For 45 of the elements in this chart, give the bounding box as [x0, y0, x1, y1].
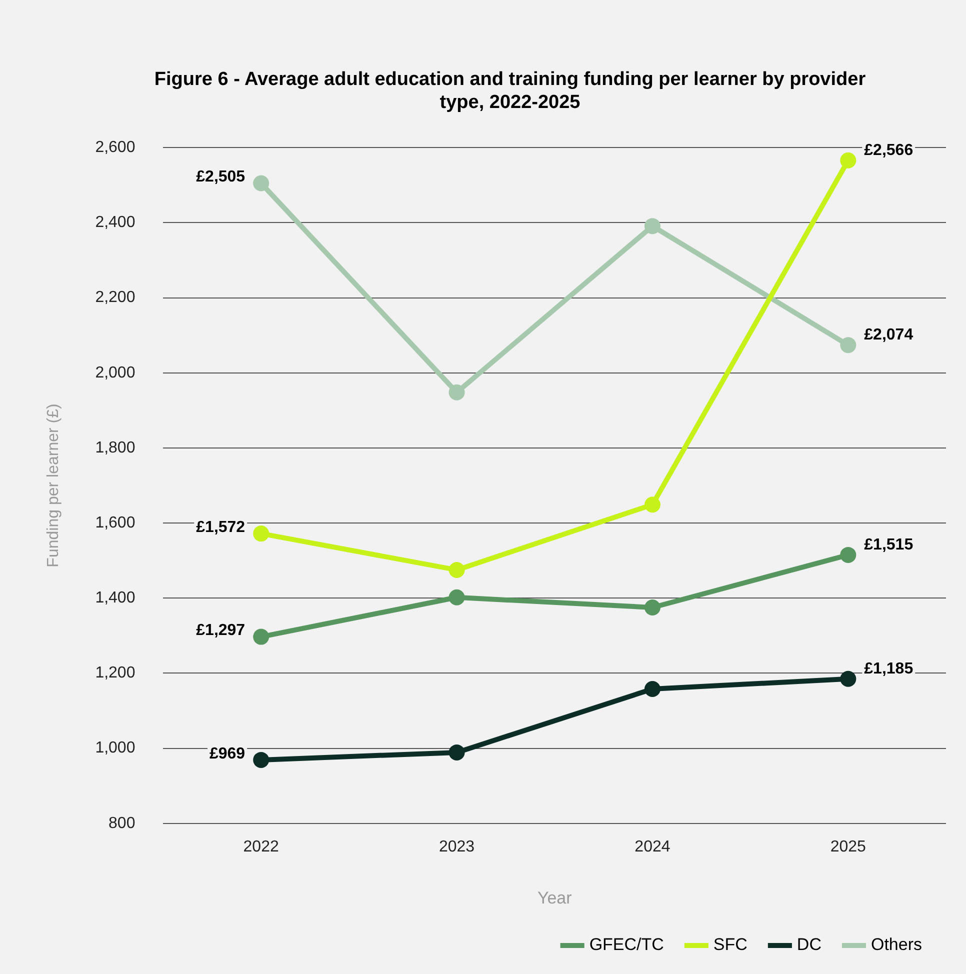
y-tick-label: 2,200 — [95, 289, 136, 306]
point — [253, 175, 270, 192]
data-label: £1,185 — [864, 660, 914, 678]
point — [840, 152, 856, 168]
x-axis-title: Year — [537, 888, 572, 908]
y-tick-label: 1,600 — [95, 514, 136, 532]
point — [253, 752, 270, 768]
y-tick-label: 800 — [108, 814, 136, 832]
x-tick-label: 2025 — [830, 838, 866, 856]
data-label: £2,505 — [196, 168, 246, 186]
y-tick-label: 2,400 — [95, 214, 136, 232]
data-label: £2,074 — [864, 326, 914, 344]
y-tick-label: 1,000 — [95, 740, 136, 757]
legend-label: DC — [796, 935, 822, 954]
point — [448, 589, 465, 606]
x-tick-label: 2023 — [438, 838, 475, 856]
point — [644, 496, 660, 513]
point — [448, 562, 465, 578]
point — [644, 680, 660, 697]
x-tick-label: 2022 — [243, 838, 279, 856]
data-label: £1,515 — [864, 536, 914, 554]
legend-label: GFEC/TC — [589, 935, 664, 954]
y-tick-label: 2,000 — [95, 364, 136, 382]
point — [644, 600, 660, 616]
y-tick-label: 2,600 — [95, 139, 136, 156]
data-label: £1,572 — [196, 518, 246, 536]
point — [840, 546, 856, 563]
point — [840, 337, 856, 354]
data-label: £2,566 — [864, 142, 914, 159]
point — [253, 628, 270, 645]
point — [644, 218, 660, 234]
data-label: £1,297 — [196, 622, 246, 640]
legend-label: SFC — [713, 935, 748, 954]
x-tick-label: 2024 — [634, 838, 670, 856]
point — [448, 384, 465, 400]
y-axis-title: Funding per learner (£) — [45, 404, 62, 568]
y-tick-label: 1,800 — [95, 439, 136, 456]
legend-label: Others — [870, 935, 922, 954]
point — [253, 526, 270, 542]
point — [840, 670, 856, 687]
y-tick-label: 1,200 — [95, 664, 136, 682]
chart-title: Figure 6 - Average adult education and training funding per learner by provider type, 2022-2025 — [153, 68, 867, 114]
y-tick-label: 1,400 — [95, 590, 136, 607]
point — [448, 744, 465, 760]
data-label: £969 — [209, 745, 246, 762]
